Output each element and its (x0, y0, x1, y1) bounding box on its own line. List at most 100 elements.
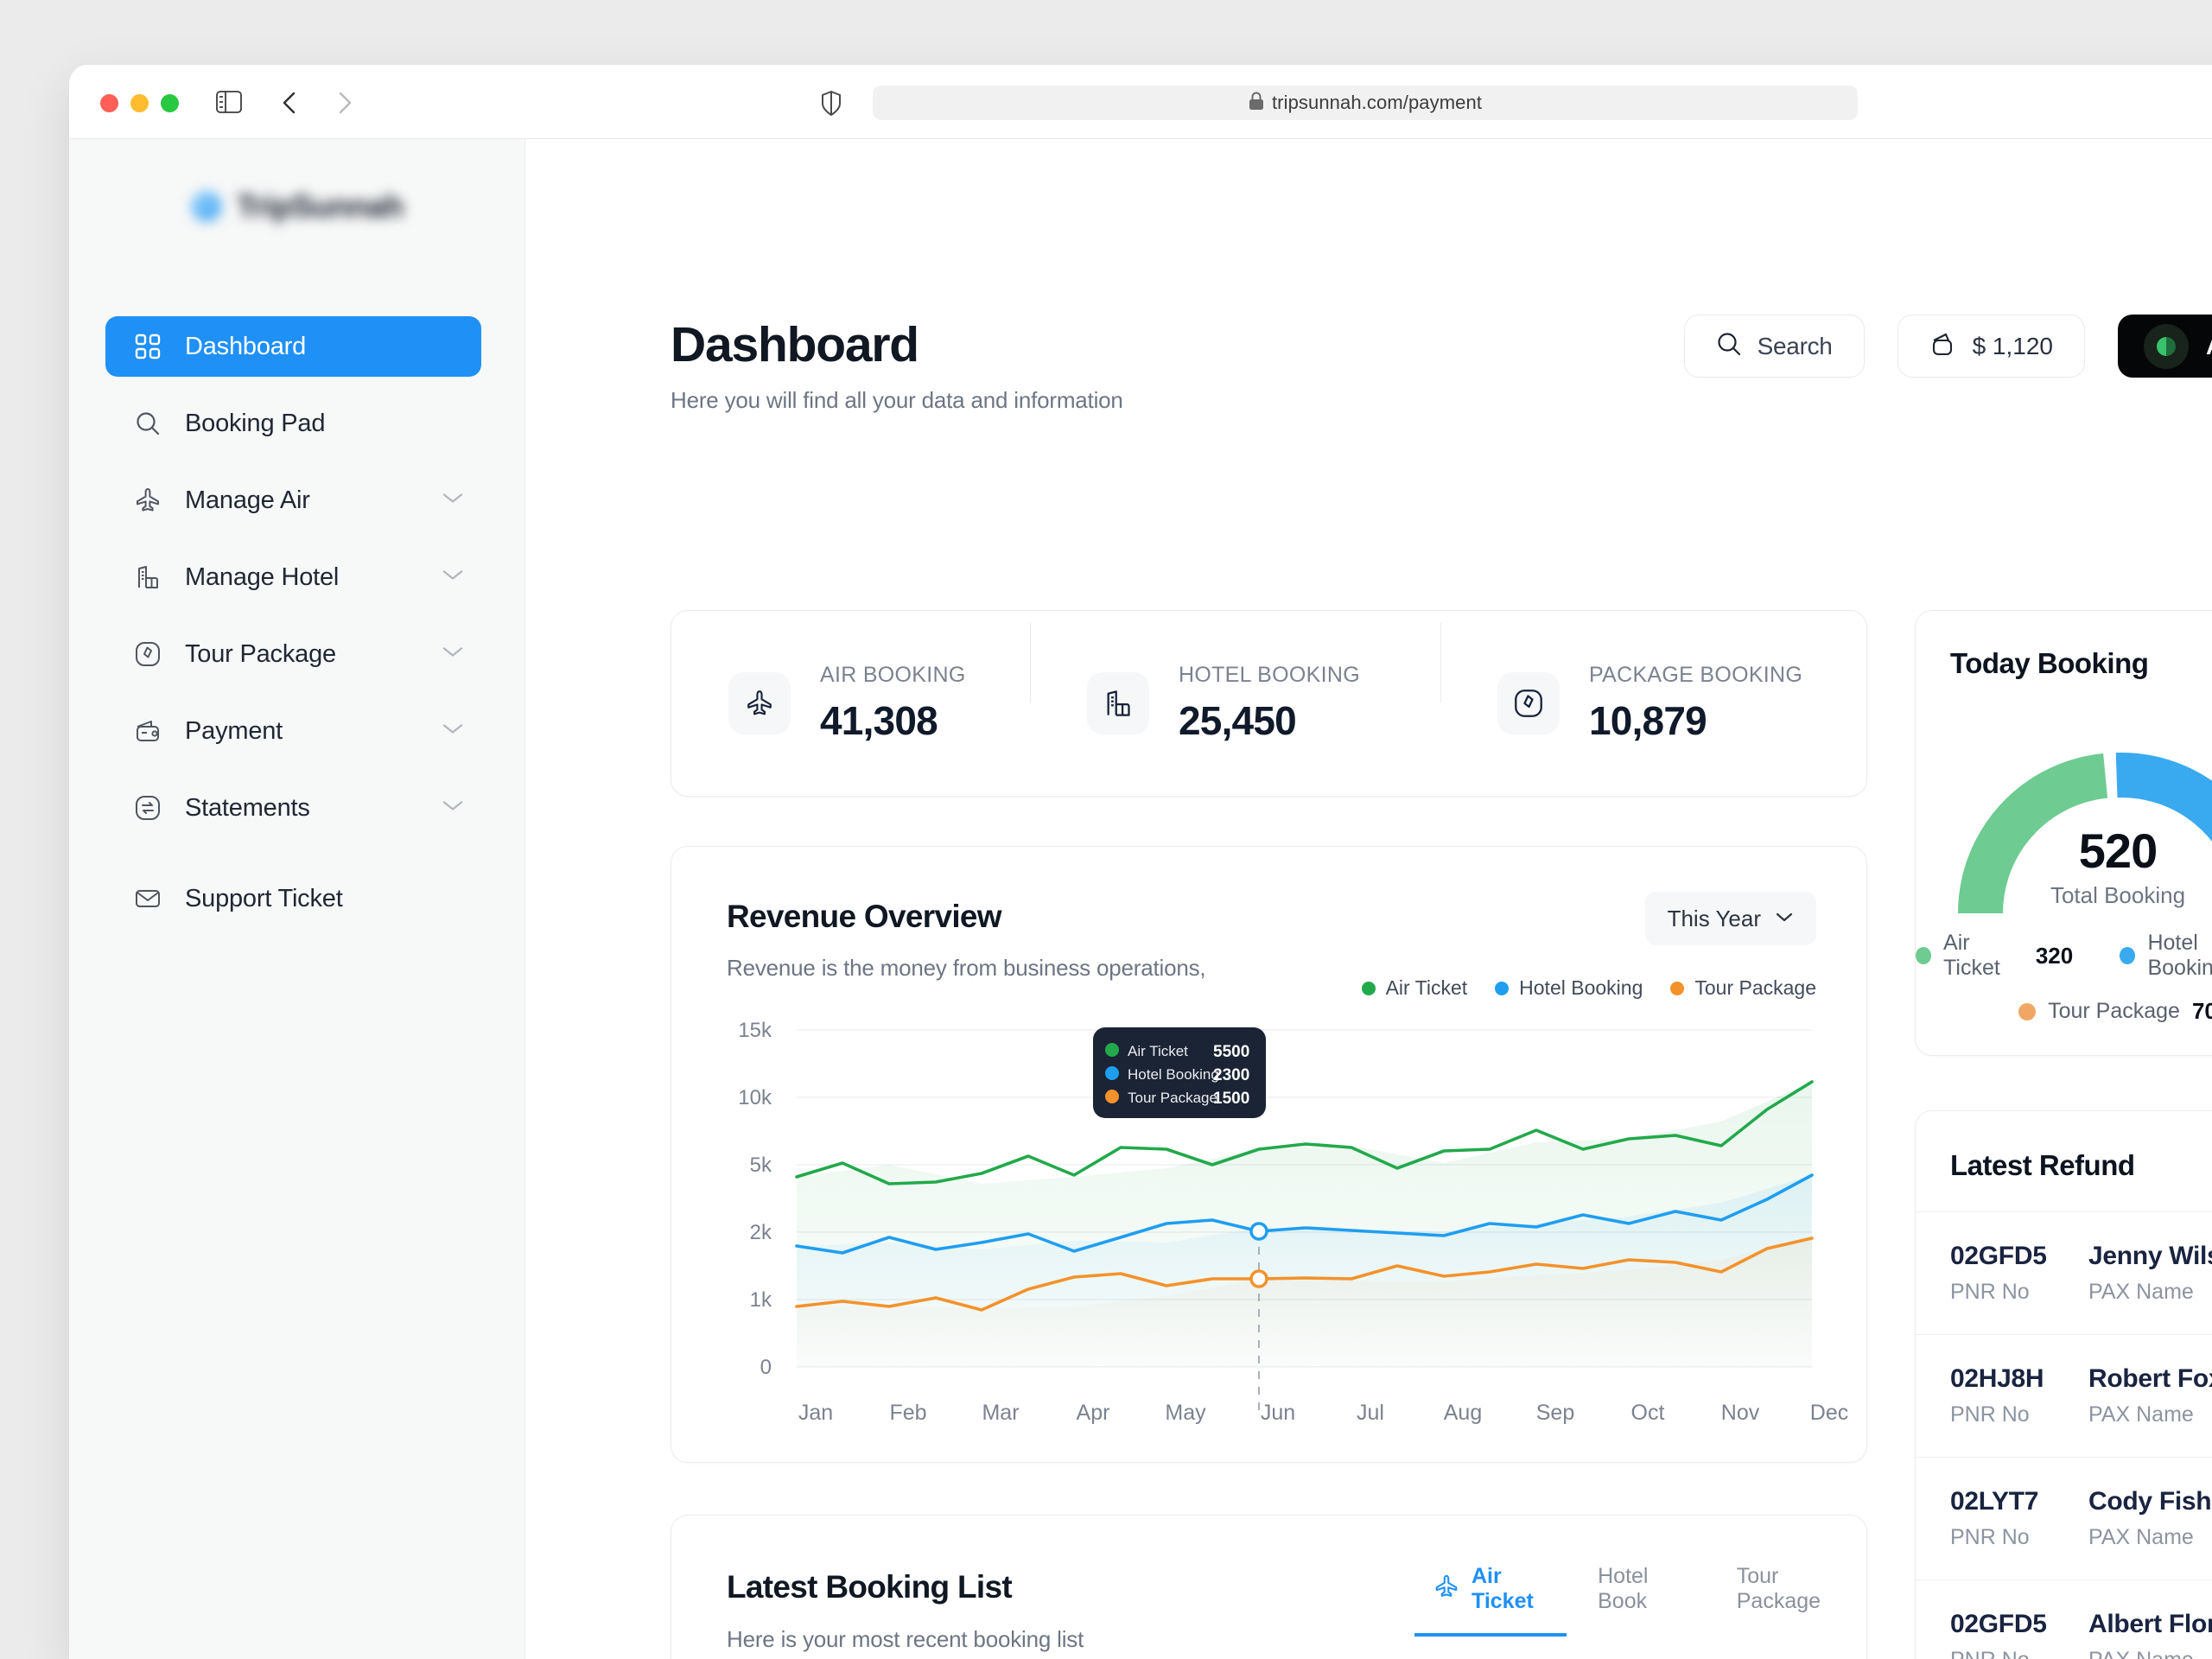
gauge-svg (1958, 753, 2212, 914)
list-item[interactable]: 02GFD5 PNR No Jenny Wilson PAX Name (1916, 1211, 2212, 1334)
range-select-label: This Year (1667, 905, 1761, 931)
cell-pax: Cody Fisher PAX Name (2088, 1487, 2212, 1550)
sidebar-item-dashboard[interactable]: Dashboard (105, 316, 481, 377)
sidebar-item-statements[interactable]: Statements (105, 778, 481, 838)
chevron-down-icon[interactable] (442, 722, 464, 741)
avatar (2144, 323, 2189, 369)
chevron-down-icon[interactable] (442, 492, 464, 510)
svg-text:Jan: Jan (798, 1401, 833, 1425)
gauge-caption: Total Booking (2050, 882, 2186, 908)
today-booking-title: Today Booking (1950, 647, 2149, 679)
shield-icon[interactable] (821, 90, 842, 121)
list-item[interactable]: 02HJ8H PNR No Robert Fox PAX Name (1916, 1334, 2212, 1457)
svg-text:Nov: Nov (1721, 1401, 1760, 1425)
cell-key: PAX Name (2088, 1648, 2212, 1659)
close-window-button[interactable] (100, 94, 118, 112)
right-column: Today Booking (1915, 610, 2212, 1659)
svg-text:Jul: Jul (1357, 1401, 1384, 1425)
svg-text:Air Ticket: Air Ticket (1128, 1043, 1188, 1059)
legend-label: Air Ticket (1943, 931, 2000, 980)
sidebar-item-tour-package[interactable]: Tour Package (105, 624, 481, 684)
air-account-button[interactable]: Air (2118, 315, 2212, 378)
chart-line-air-ticket (795, 1080, 1814, 1185)
legend-dot (2018, 1002, 2037, 1020)
browser-chrome: tripsunnah.com/payment (69, 65, 2212, 139)
header-actions: Search $ 1,120 Air (1683, 315, 2212, 378)
tab-air-ticket[interactable]: Air Ticket (1414, 1564, 1567, 1637)
sidebar-item-label: Manage Air (185, 486, 310, 514)
chevron-left-icon[interactable] (279, 90, 302, 120)
cell-key: PAX Name (2088, 1280, 2194, 1304)
svg-text:2k: 2k (750, 1221, 772, 1244)
chevron-down-icon[interactable] (442, 569, 464, 587)
minimize-window-button[interactable] (130, 94, 149, 112)
sidebar-item-manage-hotel[interactable]: Manage Hotel (105, 547, 481, 607)
tab-tour-package[interactable]: Tour Package (1718, 1564, 1866, 1633)
svg-text:Dec: Dec (1810, 1401, 1848, 1425)
legend-dot (1670, 981, 1685, 995)
page-header: Dashboard Here you will find all your da… (671, 316, 1123, 414)
gauge-total-value: 520 (2078, 823, 2158, 878)
chevron-right-icon[interactable] (333, 90, 355, 120)
gauge-segment-air-ticket (1958, 753, 2108, 914)
range-select[interactable]: This Year (1644, 892, 1816, 945)
lock-icon (1249, 92, 1264, 115)
tab-label: Tour Package (1736, 1564, 1821, 1613)
sidebar-item-support-ticket[interactable]: Support Ticket (105, 868, 481, 929)
compass-icon (1497, 672, 1560, 734)
chevron-down-icon[interactable] (442, 645, 464, 664)
maximize-window-button[interactable] (161, 94, 179, 112)
grid-icon (133, 332, 162, 361)
transfer-icon (133, 793, 162, 823)
search-icon (133, 409, 162, 438)
url-bar[interactable]: tripsunnah.com/payment (873, 86, 1858, 120)
search-label: Search (1757, 332, 1833, 359)
chart-point-hotel (1249, 1222, 1268, 1241)
brand-logo[interactable]: TripSunnah (192, 188, 404, 225)
cell-value: Jenny Wilson (2088, 1242, 2212, 1270)
sidebar-item-booking-pad[interactable]: Booking Pad (105, 393, 481, 454)
chart-line-hotel-booking (795, 1173, 1814, 1255)
sidebar-item-label: Statements (185, 793, 310, 822)
chart-svg: 15k 10k 5k 2k 1k 0 (738, 1019, 1848, 1425)
page-subtitle: Here you will find all your data and inf… (671, 387, 1123, 413)
legend-dot (2120, 947, 2136, 964)
hotel-icon (133, 563, 162, 592)
cell-value: 02LYT7 (1950, 1487, 2039, 1516)
list-item[interactable]: 02GFD5 PNR No Albert Flores PAX Name (1916, 1580, 2212, 1659)
revenue-line-chart[interactable]: 15k 10k 5k 2k 1k 0 (671, 1019, 1866, 1460)
svg-text:1k: 1k (750, 1288, 772, 1312)
sidebar-item-manage-air[interactable]: Manage Air (105, 470, 481, 531)
svg-text:5500: 5500 (1213, 1043, 1249, 1061)
tab-hotel-book[interactable]: Hotel Book (1579, 1564, 1706, 1633)
sidebar-toggle-icon[interactable] (216, 91, 242, 118)
chevron-down-icon[interactable] (442, 799, 464, 817)
brand-name: TripSunnah (237, 188, 404, 224)
cell-pax: Albert Flores PAX Name (2088, 1610, 2212, 1659)
gauge-segment-hotel-booking (2115, 753, 2212, 842)
tooltip-dot-hotel (1105, 1066, 1119, 1080)
stat-hotel-booking: HOTEL BOOKING 25,450 (1030, 623, 1440, 744)
window-traffic-lights[interactable] (100, 94, 179, 112)
chart-point-tour (1249, 1269, 1268, 1288)
chart-line-tour-package (795, 1236, 1814, 1312)
latest-refund-title: Latest Refund (1950, 1149, 2135, 1181)
list-item[interactable]: 02LYT7 PNR No Cody Fisher PAX Name (1916, 1457, 2212, 1580)
svg-text:0: 0 (760, 1356, 772, 1379)
svg-text:Sep: Sep (1536, 1401, 1574, 1425)
cell-value: Robert Fox (2088, 1364, 2212, 1393)
latest-refund-card: Latest Refund 02GFD5 PNR No Jenny Wilson… (1915, 1110, 2212, 1659)
cell-value: Cody Fisher (2088, 1487, 2212, 1516)
sidebar-item-payment[interactable]: Payment (105, 701, 481, 761)
chart-tooltip: Air Ticket 5500 Hotel Booking 2300 Tour … (1093, 1027, 1266, 1118)
cell-pnr: 02GFD5 PNR No (1950, 1610, 2088, 1659)
legend-dot (1361, 981, 1376, 995)
latest-booking-tabs: Air Ticket Hotel Book Tour Package (1414, 1564, 1866, 1637)
gauge-center-label: 520 Total Booking (1916, 823, 2212, 909)
chart-y-ticks: 15k 10k 5k 2k 1k 0 (738, 1019, 772, 1379)
page-title: Dashboard (671, 317, 919, 372)
sidebar-item-label: Dashboard (185, 332, 307, 360)
svg-text:1500: 1500 (1213, 1090, 1249, 1108)
search-button[interactable]: Search (1683, 315, 1865, 378)
balance-button[interactable]: $ 1,120 (1897, 315, 2085, 378)
